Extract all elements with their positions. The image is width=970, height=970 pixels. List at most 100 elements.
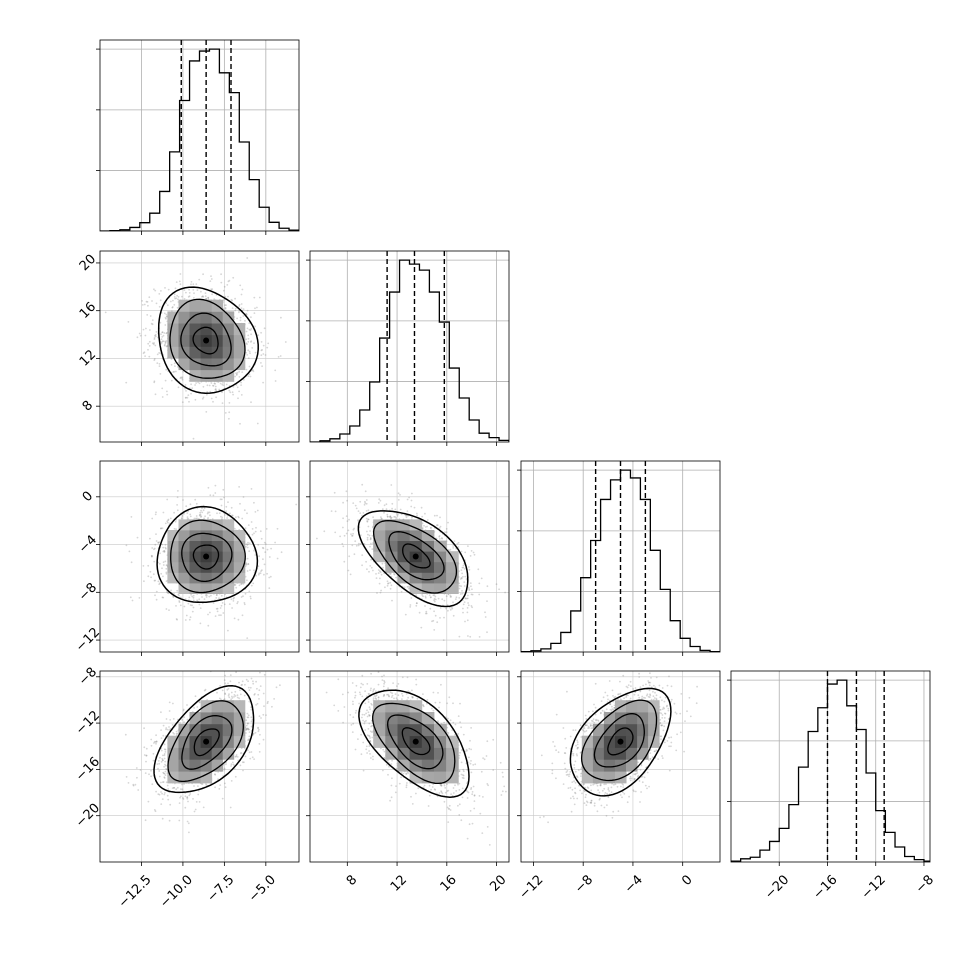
scatter-point xyxy=(230,506,233,509)
scatter-point xyxy=(181,514,184,517)
scatter-point xyxy=(215,396,217,399)
scatter-point xyxy=(368,534,371,537)
scatter-point xyxy=(424,526,427,528)
scatter-point xyxy=(253,501,255,504)
scatter-point xyxy=(165,332,168,335)
panel-2-0: −12−8−40 xyxy=(73,460,300,656)
scatter-point xyxy=(389,587,392,590)
scatter-point xyxy=(445,607,447,610)
density-cell xyxy=(397,519,411,531)
scatter-point xyxy=(428,594,431,597)
scatter-point xyxy=(208,595,211,598)
scatter-point xyxy=(174,520,177,523)
scatter-point xyxy=(214,382,216,385)
scatter-point xyxy=(247,722,249,725)
scatter-point xyxy=(148,355,151,358)
scatter-point xyxy=(212,385,215,387)
scatter-point xyxy=(183,289,186,291)
density-peak-marker xyxy=(203,337,210,344)
scatter-point xyxy=(154,335,157,338)
scatter-point xyxy=(245,342,248,345)
scatter-point xyxy=(154,333,157,336)
scatter-point xyxy=(225,510,227,512)
contour-level-1 xyxy=(388,531,445,581)
scatter-point xyxy=(181,376,184,379)
scatter-point xyxy=(200,290,202,293)
scatter-point xyxy=(257,573,260,576)
scatter-point xyxy=(206,391,209,393)
scatter-point xyxy=(254,530,257,533)
density-cell xyxy=(222,334,235,347)
scatter-point xyxy=(266,572,268,575)
scatter-point xyxy=(353,553,356,556)
scatter-point xyxy=(259,530,262,533)
scatter-point xyxy=(407,587,410,590)
scatter-point xyxy=(433,629,436,631)
scatter-point xyxy=(177,386,180,389)
scatter-point xyxy=(396,514,399,517)
scatter-point xyxy=(235,384,238,386)
scatter-point xyxy=(193,517,196,520)
scatter-point xyxy=(375,577,378,579)
scatter-point xyxy=(246,637,249,639)
scatter-point xyxy=(248,700,251,703)
scatter-point xyxy=(399,494,401,496)
scatter-point xyxy=(202,806,205,809)
panel-plot-area xyxy=(310,461,509,652)
scatter-point xyxy=(404,514,407,517)
scatter-point xyxy=(176,589,179,592)
density-cell xyxy=(211,369,224,382)
scatter-point xyxy=(429,527,432,529)
scatter-point xyxy=(231,391,234,394)
panel-plot-area xyxy=(310,251,509,442)
scatter-point xyxy=(181,377,183,380)
scatter-point xyxy=(162,771,165,774)
density-cell xyxy=(189,519,201,531)
scatter-point xyxy=(379,499,382,502)
scatter-point xyxy=(438,527,441,529)
scatter-point xyxy=(463,568,466,570)
scatter-point xyxy=(224,412,227,414)
scatter-point xyxy=(222,289,225,292)
density-cell xyxy=(421,530,435,541)
scatter-point xyxy=(254,325,256,328)
contour-level-1 xyxy=(180,312,232,367)
scatter-point xyxy=(160,572,163,575)
scatter-point xyxy=(236,386,239,389)
density-cell xyxy=(233,334,246,347)
scatter-point xyxy=(194,808,197,811)
scatter-point xyxy=(316,537,318,540)
y-tick-label: −12 xyxy=(73,625,103,655)
scatter-point xyxy=(431,620,433,623)
scatter-point xyxy=(157,542,160,544)
scatter-point xyxy=(460,576,463,579)
density-cell xyxy=(189,346,201,359)
scatter-point xyxy=(349,573,352,576)
scatter-point xyxy=(184,384,187,386)
scatter-point xyxy=(257,334,260,336)
scatter-point xyxy=(441,537,443,540)
scatter-point xyxy=(471,606,473,609)
scatter-point xyxy=(188,400,190,403)
scatter-point xyxy=(369,537,372,539)
scatter-point xyxy=(228,402,231,404)
scatter-point xyxy=(438,535,441,537)
scatter-point xyxy=(422,595,424,598)
scatter-point xyxy=(258,689,261,692)
scatter-point xyxy=(458,582,461,585)
scatter-point xyxy=(371,548,374,550)
scatter-point xyxy=(165,302,167,304)
scatter-point xyxy=(183,605,186,608)
scatter-point xyxy=(159,582,161,584)
scatter-point xyxy=(164,543,167,546)
scatter-point xyxy=(247,716,250,719)
scatter-point xyxy=(173,293,176,296)
scatter-point xyxy=(434,595,437,598)
scatter-point xyxy=(433,594,436,596)
scatter-point xyxy=(227,629,229,632)
scatter-point xyxy=(186,516,189,519)
scatter-point xyxy=(167,788,170,790)
scatter-point xyxy=(242,583,245,585)
scatter-point xyxy=(426,525,428,528)
scatter-point xyxy=(470,550,473,552)
